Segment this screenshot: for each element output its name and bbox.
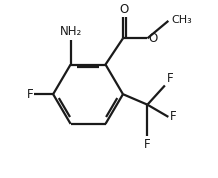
- Text: O: O: [119, 3, 128, 16]
- Text: F: F: [144, 138, 151, 151]
- Text: F: F: [167, 72, 173, 85]
- Text: F: F: [26, 88, 33, 101]
- Text: NH₂: NH₂: [60, 25, 82, 38]
- Text: CH₃: CH₃: [171, 15, 192, 25]
- Text: O: O: [148, 32, 158, 45]
- Text: F: F: [170, 110, 177, 123]
